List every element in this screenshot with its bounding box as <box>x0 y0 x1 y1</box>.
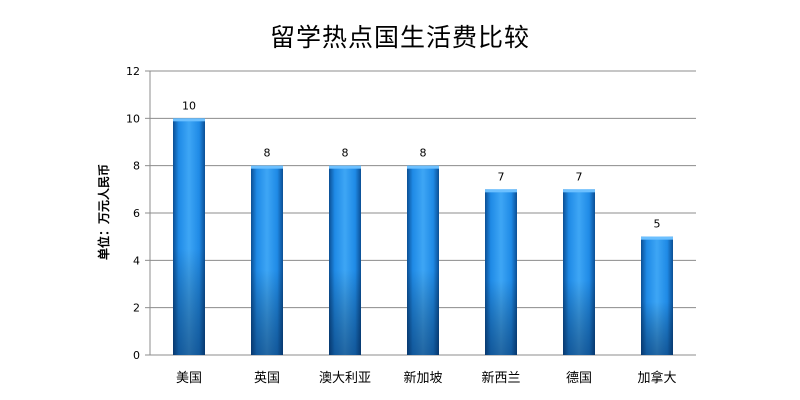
bar-shade <box>641 236 673 355</box>
chart-title: 留学热点国生活费比较 <box>269 23 530 52</box>
bar-shade <box>485 189 517 355</box>
category-label: 美国 <box>176 371 202 386</box>
category-label: 澳大利亚 <box>319 370 371 386</box>
bar-cap <box>563 189 595 193</box>
bar-cap <box>173 118 205 122</box>
data-label: 7 <box>576 170 583 183</box>
category-label: 新加坡 <box>403 370 442 386</box>
bar-shade <box>329 165 361 355</box>
bar-cap <box>485 189 517 193</box>
data-label: 10 <box>182 99 196 112</box>
data-label: 8 <box>264 147 271 160</box>
category-label: 德国 <box>566 371 592 386</box>
y-tick-label: 4 <box>133 254 140 267</box>
bar-shade <box>251 165 283 355</box>
category-label: 英国 <box>254 371 280 386</box>
bar-shade <box>407 165 439 355</box>
bar-cap <box>407 165 439 169</box>
bars <box>173 118 673 355</box>
bar-cap <box>641 236 673 240</box>
category-label: 新西兰 <box>481 370 520 386</box>
data-label: 8 <box>420 147 427 160</box>
category-label: 加拿大 <box>637 370 676 386</box>
labels: 0 2 4 6 8 10 12 10 美国 8 英国 8 澳大利亚 8 新加坡 7 新西兰 7 德国 5 加拿大 <box>126 65 677 386</box>
y-tick-label: 0 <box>133 349 140 362</box>
bar-cap <box>329 165 361 169</box>
data-label: 8 <box>342 147 349 160</box>
y-tick-label: 2 <box>133 302 140 315</box>
y-tick-label: 10 <box>126 112 140 125</box>
y-axis-title: 单位：万元人民币 <box>96 164 111 260</box>
data-label: 7 <box>498 170 505 183</box>
data-label: 5 <box>654 218 661 231</box>
bar-shade <box>173 118 205 355</box>
y-tick-label: 12 <box>126 65 140 78</box>
bar-cap <box>251 165 283 169</box>
y-tick-label: 6 <box>133 207 140 220</box>
bar-shade <box>563 189 595 355</box>
y-tick-label: 8 <box>133 160 140 173</box>
